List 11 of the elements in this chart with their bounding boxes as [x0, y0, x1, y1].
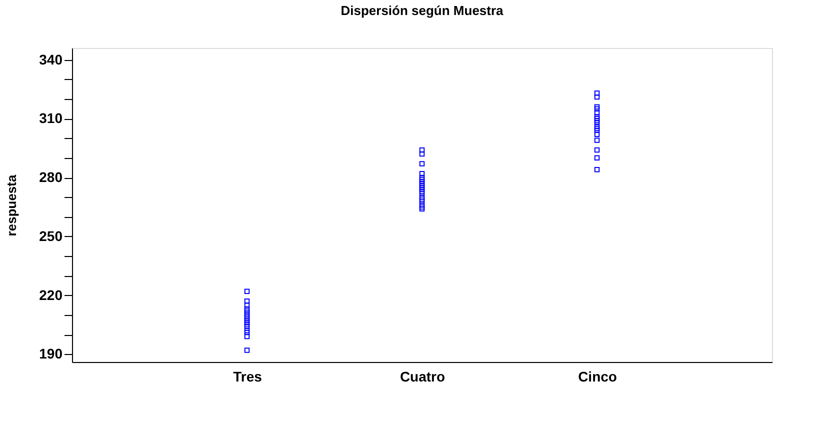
y-tick-label: 310	[39, 110, 63, 126]
chart-title: Dispersión según Muestra	[340, 3, 504, 18]
x-tick-label: Cuatro	[400, 368, 446, 384]
y-axis-title: respuesta	[4, 174, 20, 236]
x-tick-label: Cinco	[578, 368, 617, 384]
y-tick-label: 220	[39, 286, 63, 303]
y-tick-label: 250	[39, 228, 63, 244]
y-tick-label: 280	[39, 169, 63, 186]
y-tick-label: 190	[39, 346, 63, 362]
y-tick-label: 340	[39, 51, 63, 68]
x-tick-label: Tres	[233, 368, 262, 384]
